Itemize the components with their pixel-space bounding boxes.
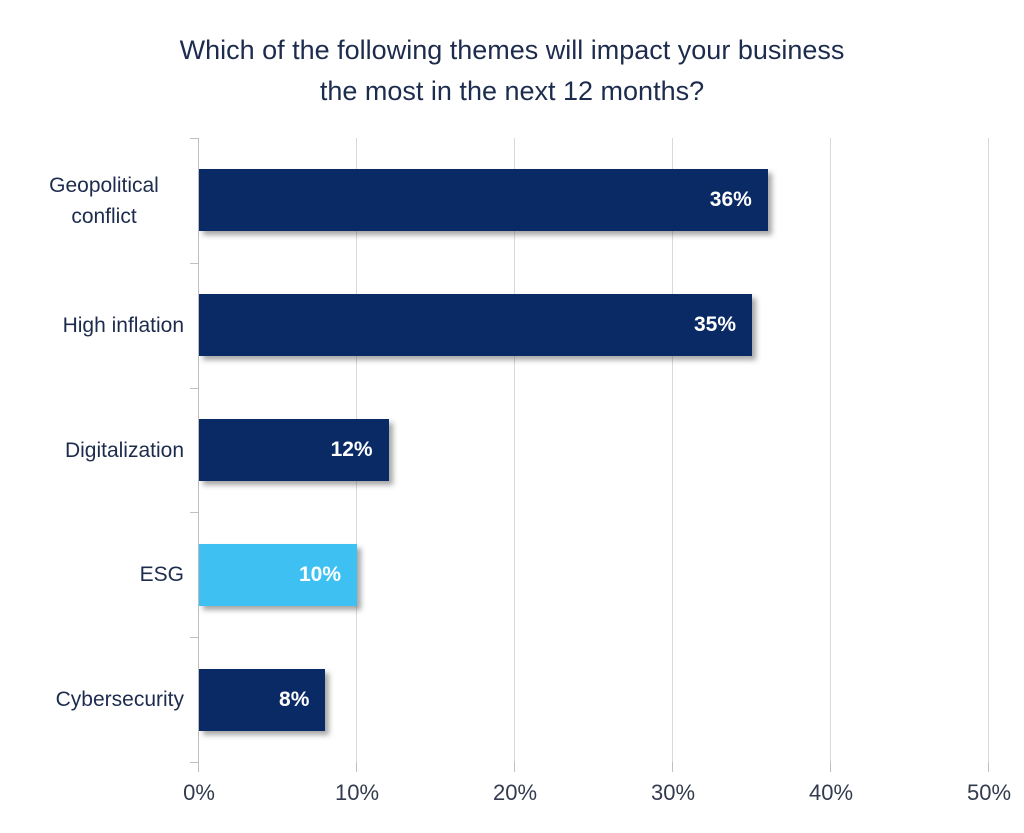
gridline xyxy=(988,138,989,762)
y-axis-tick xyxy=(190,512,198,514)
category-label: Geopolitical conflict xyxy=(49,173,159,228)
x-axis-tick-label: 40% xyxy=(808,780,854,805)
x-axis-tick xyxy=(672,762,673,772)
chart-title-line-2: the most in the next 12 months? xyxy=(319,76,705,106)
y-axis-tick xyxy=(190,262,198,264)
bar-value-label: 12% xyxy=(330,438,373,461)
x-axis-tick xyxy=(988,762,989,772)
x-axis-tick xyxy=(198,762,199,772)
x-axis-tick-label: 50% xyxy=(966,780,1012,805)
plot-area: 36% 35% 12% 10% 8% xyxy=(190,138,989,772)
category-label: Cybersecurity xyxy=(55,688,184,712)
chart-title-line-1: Which of the following themes will impac… xyxy=(179,35,845,65)
x-axis-tick xyxy=(830,762,831,772)
bar-value-label: 8% xyxy=(279,687,310,711)
bar-esg: 10% xyxy=(199,543,357,606)
bar-high-inflation: 35% xyxy=(199,294,752,357)
y-axis-tick xyxy=(190,387,198,389)
y-axis-tick xyxy=(190,138,198,139)
gridline xyxy=(514,138,515,762)
x-axis-tick-label: 0% xyxy=(183,780,215,805)
category-axis-labels: Geopolitical conflict High inflation Digit… xyxy=(0,138,184,762)
bar-geopolitical-conflict: 36% xyxy=(199,169,768,232)
bar-value-label: 36% xyxy=(709,188,752,212)
x-axis-tick xyxy=(356,762,357,772)
category-label-cell: Geopolitical conflict xyxy=(0,138,184,263)
x-axis-tick-label: 20% xyxy=(492,780,538,805)
x-axis-tick xyxy=(514,762,515,772)
x-axis-tick-label: 30% xyxy=(650,780,696,805)
bar-digitalization: 12% xyxy=(199,419,389,481)
category-label-cell: High inflation xyxy=(0,263,184,388)
bar-cybersecurity: 8% xyxy=(199,668,326,731)
category-label-cell: Cybersecurity xyxy=(0,637,184,762)
y-axis-tick xyxy=(190,762,198,763)
gridline xyxy=(672,138,673,762)
bar-value-label: 10% xyxy=(298,562,341,586)
category-label-cell: ESG xyxy=(0,512,184,637)
x-axis-tick-labels: 0% 10% 20% 30% 40% 50% xyxy=(0,780,1024,810)
category-label: ESG xyxy=(139,563,184,587)
bar-value-label: 35% xyxy=(693,313,736,337)
chart-title: Which of the following themes will impac… xyxy=(0,30,1024,112)
category-label: Digitalization xyxy=(64,438,184,462)
y-axis-tick xyxy=(190,637,198,639)
category-label: High inflation xyxy=(62,313,184,337)
gridline xyxy=(830,138,831,762)
y-axis-line xyxy=(198,138,199,762)
x-axis-tick-label: 10% xyxy=(334,780,380,805)
category-label-cell: Digitalization xyxy=(0,388,184,513)
